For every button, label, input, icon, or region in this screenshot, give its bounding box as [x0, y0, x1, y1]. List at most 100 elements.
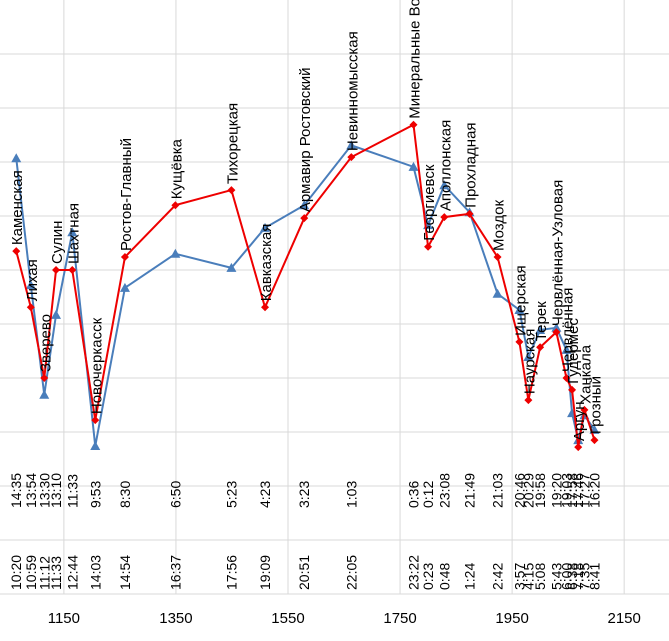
- time-label: 14:35: [8, 473, 24, 508]
- point-marker: [261, 303, 270, 312]
- time-label: 13:30: [36, 473, 52, 508]
- time-label: 3:57: [511, 563, 527, 590]
- station-label: Червлённая: [559, 288, 576, 372]
- time-label: 3:23: [296, 481, 312, 508]
- point-marker: [408, 161, 419, 171]
- x-tick-label: 1150: [48, 610, 80, 627]
- time-label: 9:53: [87, 481, 103, 508]
- time-label: 0:48: [436, 563, 452, 590]
- point-marker: [39, 389, 50, 399]
- time-label: 21:03: [490, 473, 506, 508]
- point-marker: [260, 222, 271, 232]
- point-marker: [51, 309, 62, 319]
- time-label: 0:23: [420, 563, 436, 590]
- station-label: Червлённая-Узловая: [549, 180, 566, 326]
- point-marker: [26, 303, 35, 312]
- point-marker: [300, 214, 309, 223]
- station-label: Каменская: [9, 170, 26, 245]
- time-label: 17:56: [223, 555, 239, 590]
- point-marker: [347, 153, 356, 162]
- time-label: 16:37: [167, 555, 183, 590]
- point-marker: [170, 248, 181, 258]
- point-marker: [552, 328, 561, 337]
- station-label: Терек: [533, 301, 550, 341]
- point-marker: [120, 253, 129, 262]
- time-label: 2:42: [490, 563, 506, 590]
- time-label: 19:20: [548, 473, 564, 508]
- point-marker: [119, 282, 130, 292]
- point-marker: [580, 405, 589, 414]
- station-label: Ханкала: [577, 344, 594, 404]
- point-marker: [535, 324, 546, 334]
- point-marker: [536, 343, 545, 352]
- time-label: 8:30: [117, 481, 133, 508]
- series-line: [15, 144, 596, 447]
- time-label: 16:20: [586, 473, 602, 508]
- point-marker: [515, 337, 524, 346]
- station-label: Гудермес: [565, 318, 582, 384]
- point-marker: [590, 436, 599, 445]
- time-label: 0:36: [406, 481, 422, 508]
- time-label: 17:46: [570, 473, 586, 508]
- point-marker: [67, 227, 78, 237]
- time-label: 11:33: [64, 474, 80, 508]
- station-label: Аргун: [571, 402, 588, 442]
- time-label: 11:33: [48, 556, 64, 590]
- time-label: 20:51: [296, 555, 312, 590]
- station-label: Армавир Ростовский: [297, 67, 314, 212]
- time-label: 14:54: [117, 555, 133, 590]
- station-label: Минеральные Воды: [407, 0, 424, 119]
- point-marker: [409, 120, 418, 129]
- time-label: 17:58: [564, 473, 580, 508]
- time-label: 23:22: [406, 555, 422, 590]
- point-marker: [551, 322, 562, 332]
- station-label: Моздок: [491, 200, 508, 251]
- time-label: 17:27: [576, 473, 592, 508]
- time-label: 23:08: [436, 473, 452, 508]
- station-label: Кущёвка: [168, 138, 185, 199]
- time-label: 22:05: [343, 555, 359, 590]
- time-label: 8:41: [586, 563, 602, 590]
- point-marker: [562, 374, 571, 382]
- station-label: Ростов-Главный: [118, 138, 135, 251]
- time-label: 1:03: [343, 481, 359, 508]
- time-label: 4:23: [257, 481, 273, 508]
- time-label: 14:03: [87, 555, 103, 590]
- x-tick-label: 2150: [607, 610, 640, 627]
- time-label: 5:08: [532, 563, 548, 590]
- x-tick-label: 1350: [159, 610, 192, 627]
- series-line: [15, 123, 596, 448]
- point-marker: [524, 396, 533, 405]
- time-label: 5:43: [548, 563, 564, 590]
- x-tick-label: 1950: [495, 610, 528, 627]
- station-label: Ищерская: [512, 265, 529, 336]
- station-label: Кавказская: [258, 224, 275, 302]
- time-label: 0:12: [420, 481, 436, 508]
- time-label: 7:18: [570, 563, 586, 590]
- station-label: Георгиевск: [421, 164, 438, 241]
- time-label: 6:00: [558, 563, 574, 590]
- station-label: Аполлонская: [437, 120, 454, 211]
- station-label: Наурская: [521, 329, 538, 395]
- point-marker: [91, 416, 100, 425]
- point-marker: [12, 247, 21, 256]
- time-label: 21:49: [462, 473, 478, 508]
- time-label: 1:24: [462, 563, 478, 590]
- station-label: Невинномысская: [344, 31, 361, 151]
- point-marker: [299, 200, 310, 210]
- point-marker: [439, 180, 450, 190]
- point-marker: [40, 374, 49, 382]
- x-tick-label: 1550: [271, 610, 304, 627]
- point-marker: [25, 280, 36, 290]
- point-marker: [52, 266, 61, 274]
- point-marker: [561, 344, 572, 354]
- point-marker: [424, 242, 433, 251]
- time-label: 5:23: [223, 481, 239, 508]
- station-label: Зверево: [37, 314, 54, 372]
- point-marker: [68, 266, 77, 274]
- time-label: 13:10: [48, 473, 64, 508]
- time-label: 11:12: [36, 556, 52, 590]
- time-label: 12:44: [64, 555, 80, 590]
- time-label: 10:20: [8, 555, 24, 590]
